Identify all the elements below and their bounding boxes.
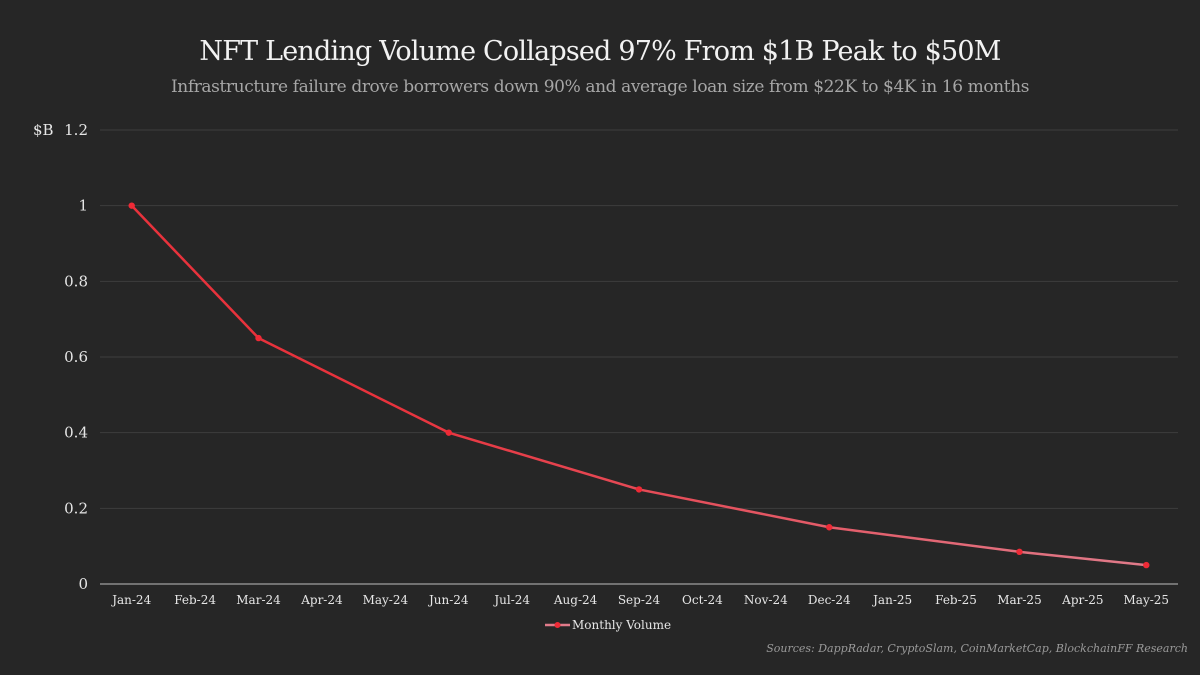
x-tick-label: Jul-24 bbox=[492, 593, 530, 607]
legend: Monthly Volume bbox=[545, 618, 671, 632]
source-note: Sources: DappRadar, CryptoSlam, CoinMark… bbox=[766, 642, 1188, 655]
gridlines bbox=[100, 129, 1178, 509]
data-point bbox=[1143, 561, 1150, 569]
data-point bbox=[635, 486, 643, 493]
series-line-monthly-volume bbox=[130, 204, 1147, 567]
data-point bbox=[1016, 548, 1023, 556]
legend-marker-icon bbox=[554, 622, 561, 628]
x-tick-label: Jan-25 bbox=[871, 593, 912, 607]
data-point bbox=[445, 429, 452, 436]
y-tick-label: 1 bbox=[78, 197, 88, 215]
x-tick-label: Aug-24 bbox=[553, 593, 598, 607]
x-tick-label: Jan-24 bbox=[110, 593, 151, 607]
data-point bbox=[128, 202, 135, 209]
y-tick-label: 0.2 bbox=[64, 499, 88, 517]
x-tick-label: Apr-25 bbox=[1061, 593, 1103, 607]
x-tick-label: Apr-24 bbox=[300, 593, 343, 607]
x-tick-label: Feb-24 bbox=[174, 593, 216, 607]
x-tick-label: May-25 bbox=[1124, 593, 1170, 607]
x-tick-label: Oct-24 bbox=[682, 593, 723, 607]
x-tick-label: Sep-24 bbox=[618, 593, 661, 607]
series-markers bbox=[128, 202, 1150, 569]
y-tick-label: 0.8 bbox=[64, 272, 88, 290]
y-axis-label: $B bbox=[33, 121, 54, 139]
data-point bbox=[826, 524, 833, 531]
data-point bbox=[255, 334, 262, 342]
x-axis-ticks: Jan-24 Feb-24 Mar-24 Apr-24 May-24 Jun-24 Jul-… bbox=[110, 593, 1169, 607]
chart-title: NFT Lending Volume Collapsed 97% From $1… bbox=[199, 36, 1001, 67]
x-tick-label: Dec-24 bbox=[808, 593, 851, 607]
y-tick-label: 0.6 bbox=[64, 348, 88, 366]
x-tick-label: Feb-25 bbox=[935, 593, 977, 607]
x-tick-label: May-24 bbox=[363, 593, 409, 607]
x-tick-label: Mar-25 bbox=[997, 593, 1042, 607]
legend-label: Monthly Volume bbox=[572, 618, 671, 632]
y-axis-ticks: 0 0.2 0.4 0.6 0.8 1 1.2 bbox=[64, 121, 88, 593]
y-tick-label: 0 bbox=[78, 575, 88, 593]
x-tick-label: Jun-24 bbox=[427, 593, 469, 607]
x-tick-label: Nov-24 bbox=[744, 593, 788, 607]
chart-subtitle: Infrastructure failure drove borrowers d… bbox=[170, 77, 1030, 97]
y-tick-label: 1.2 bbox=[64, 121, 88, 139]
x-tick-label: Mar-24 bbox=[236, 593, 281, 607]
y-tick-label: 0.4 bbox=[64, 424, 88, 442]
